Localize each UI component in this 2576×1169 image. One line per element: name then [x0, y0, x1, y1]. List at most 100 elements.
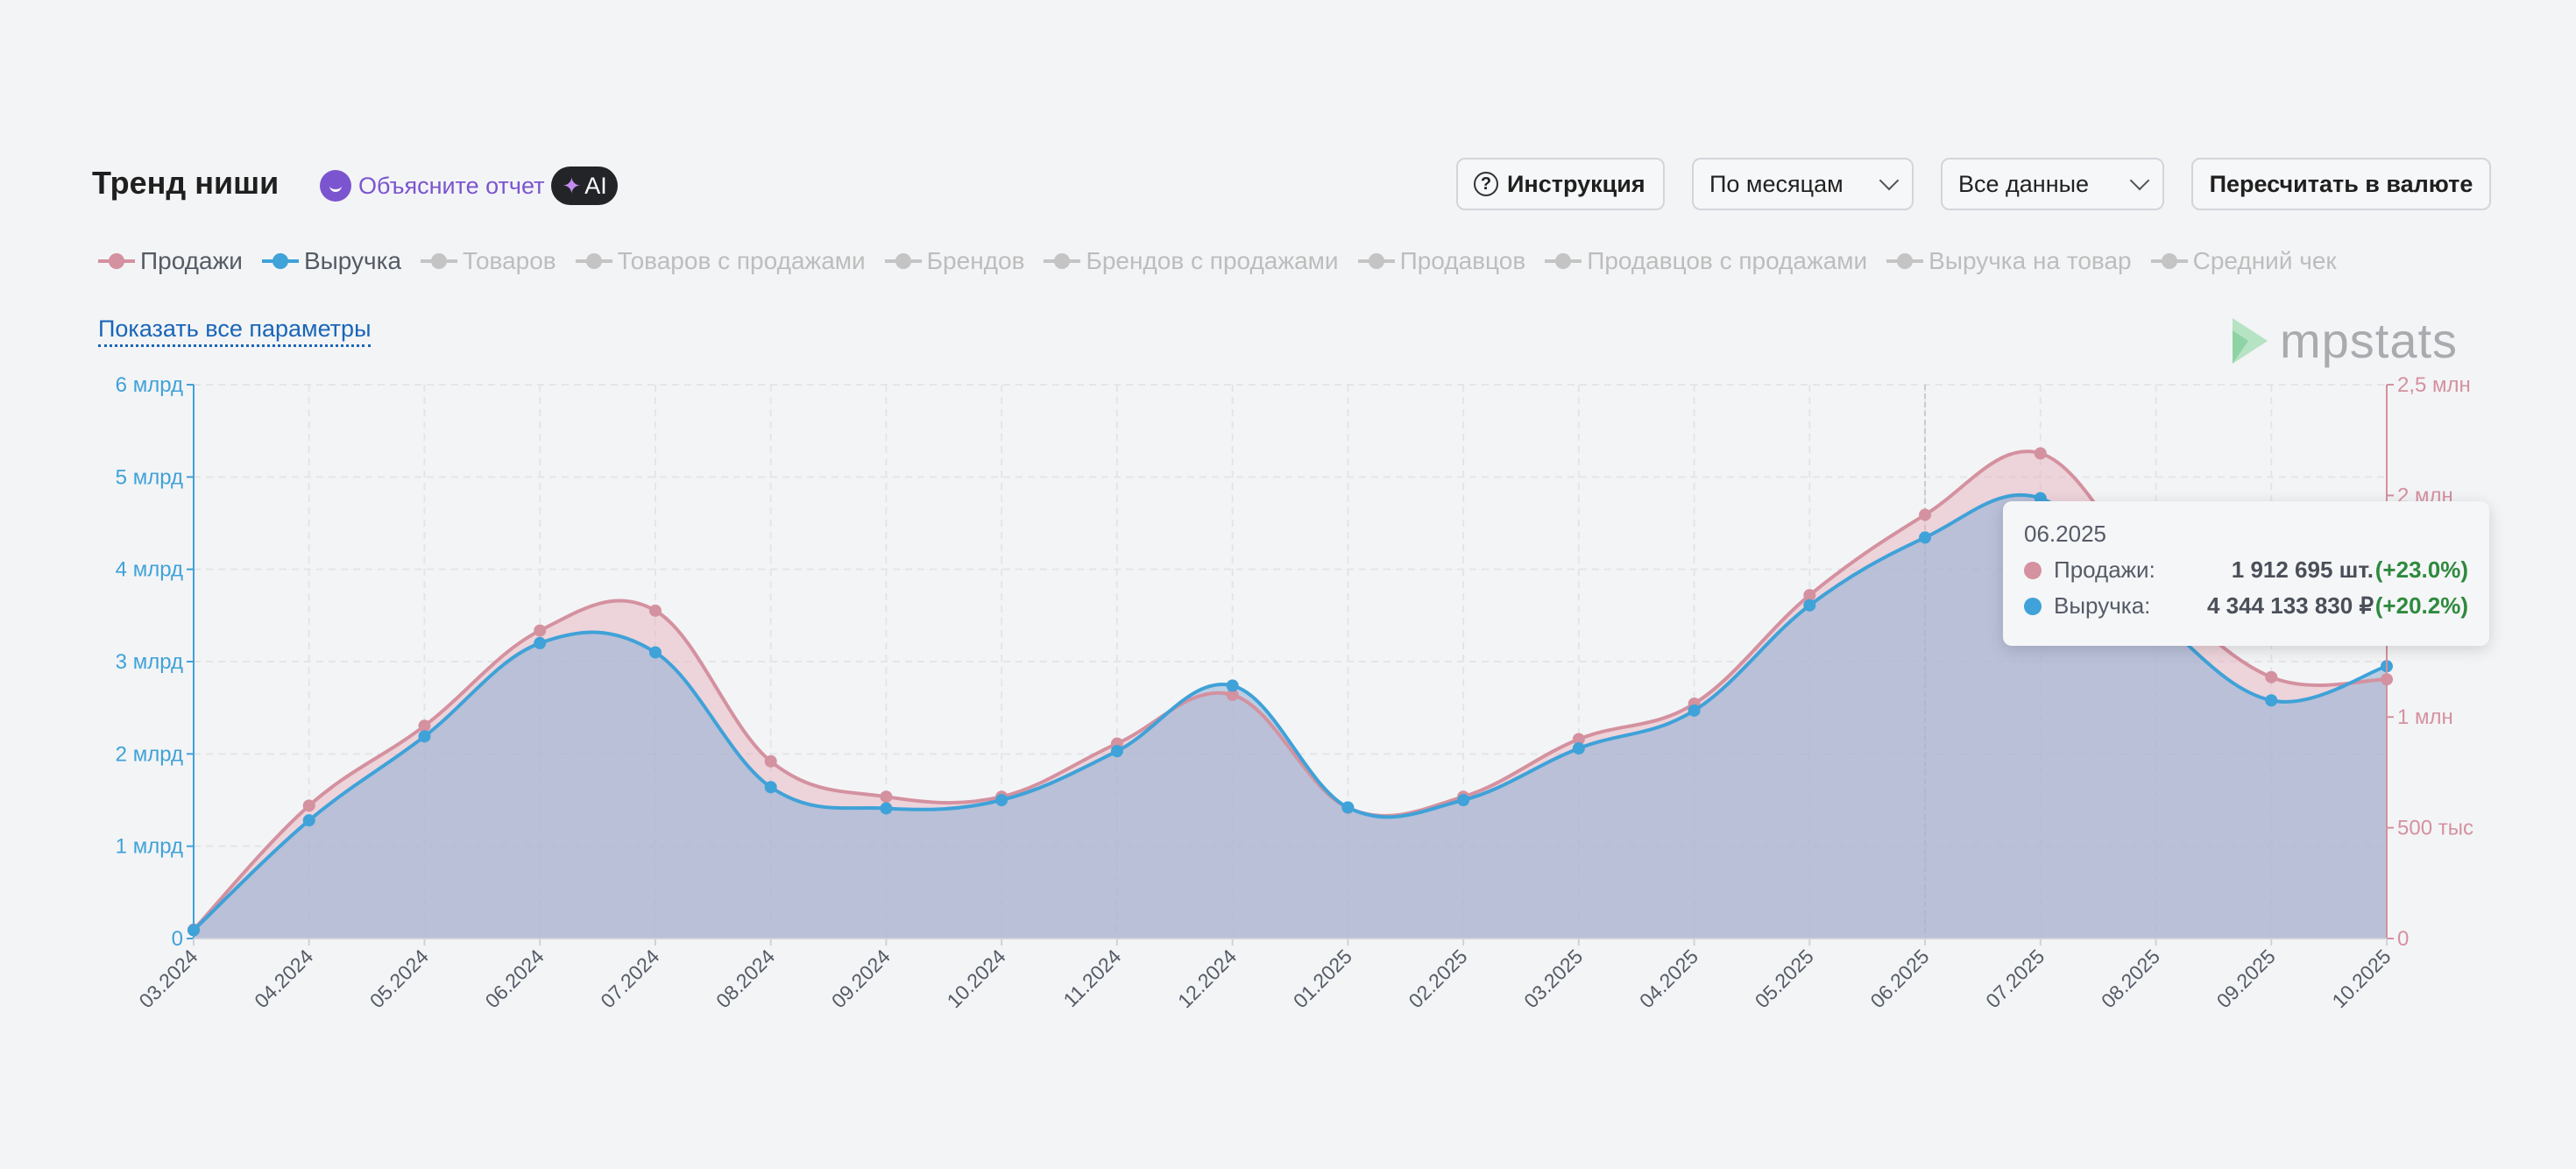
x-axis-tick-label: 05.2024: [365, 945, 433, 1012]
data-point: [1803, 589, 1816, 602]
tooltip-row-sales: Продажи: 1 912 695 шт. (+23.0%): [2024, 556, 2468, 584]
data-point: [1688, 704, 1701, 717]
data-point: [2034, 447, 2047, 460]
legend-item[interactable]: Брендов: [884, 247, 1024, 275]
left-axis-tick-label: 3 млрд: [116, 650, 183, 674]
data-point: [880, 802, 893, 815]
data-point: [1919, 508, 1932, 521]
x-axis-tick-label: 03.2025: [1519, 945, 1587, 1012]
x-axis-tick-label: 07.2024: [596, 945, 663, 1012]
data-point: [534, 636, 547, 649]
help-icon: ?: [1474, 172, 1498, 196]
left-axis-tick-label: 0: [172, 927, 183, 951]
data-point: [302, 814, 315, 827]
legend-marker-icon: [1545, 252, 1582, 270]
recalc-currency-label: Пересчитать в валюте: [2209, 170, 2473, 197]
x-axis-tick-label: 12.2024: [1173, 945, 1241, 1012]
data-point: [2265, 694, 2278, 707]
legend-label: Продавцов: [1399, 247, 1526, 274]
ai-assistant-icon: [320, 170, 351, 202]
data-range-select[interactable]: Все данные: [1941, 158, 2164, 210]
x-axis-tick-label: 07.2025: [1981, 945, 2049, 1012]
period-select[interactable]: По месяцам: [1692, 158, 1914, 210]
legend-marker-icon: [1044, 252, 1081, 270]
data-point: [880, 790, 893, 804]
tooltip-date: 06.2025: [2024, 521, 2106, 547]
sparkle-icon: ✦: [562, 172, 582, 199]
data-point: [1110, 745, 1123, 758]
recalc-currency-button[interactable]: Пересчитать в валюте: [2191, 158, 2491, 210]
x-axis-tick-label: 10.2025: [2327, 945, 2395, 1012]
legend-marker-icon: [884, 252, 922, 270]
x-axis-tick-label: 05.2025: [1751, 945, 1818, 1012]
legend-item[interactable]: Брендов с продажами: [1044, 247, 1339, 275]
tooltip-change: (+20.2%): [2374, 592, 2468, 619]
period-select-value: По месяцам: [1709, 170, 1844, 197]
ai-explain-label: Объясните отчет: [358, 172, 545, 199]
x-axis-tick-label: 09.2025: [2212, 945, 2280, 1012]
legend-marker-icon: [2150, 252, 2188, 270]
legend-item[interactable]: Выручка на товар: [1886, 247, 2132, 275]
data-point: [648, 646, 662, 659]
instruction-label: Инструкция: [1507, 170, 1645, 197]
legend-label: Выручка на товар: [1928, 247, 2132, 274]
data-point: [1919, 531, 1932, 544]
right-axis-tick-label: 1 млн: [2397, 705, 2453, 729]
data-point: [2265, 670, 2278, 684]
tooltip-value: 1 912 695 шт.: [2231, 556, 2374, 583]
left-axis-tick-label: 4 млрд: [116, 558, 183, 582]
data-point: [1572, 733, 1585, 746]
tooltip-change: (+23.0%): [2374, 556, 2468, 583]
instruction-button[interactable]: ? Инструкция: [1456, 158, 1665, 210]
x-axis-tick-label: 06.2024: [481, 945, 548, 1012]
legend-marker-icon: [575, 252, 612, 270]
x-axis-tick-label: 08.2024: [711, 945, 779, 1012]
data-point: [418, 730, 431, 743]
series-area-revenue: [194, 494, 2387, 939]
series-line-sales: [192, 450, 2388, 932]
mpstats-logo: mpstats: [2233, 312, 2458, 369]
data-point: [764, 755, 777, 768]
x-axis-tick-label: 04.2024: [250, 945, 317, 1012]
legend-item[interactable]: Товаров: [421, 247, 556, 275]
left-axis-tick-label: 1 млрд: [116, 835, 183, 859]
legend-label: Выручка: [303, 247, 402, 274]
revenue-dot-icon: [2024, 597, 2042, 615]
left-axis-tick-label: 5 млрд: [116, 465, 183, 489]
tooltip-label: Продажи:: [2054, 556, 2155, 583]
data-range-select-value: Все данные: [1958, 170, 2090, 197]
data-point: [1457, 794, 1470, 806]
legend-item[interactable]: Товаров с продажами: [575, 247, 866, 275]
data-point: [995, 794, 1008, 806]
data-point: [1803, 599, 1816, 612]
show-all-params-link[interactable]: Показать все параметры: [98, 315, 372, 347]
legend-item[interactable]: Средний чек: [2150, 247, 2337, 275]
x-axis-tick-label: 08.2025: [2097, 945, 2164, 1012]
ai-explain-button[interactable]: Объясните отчет ✦ AI: [320, 166, 618, 205]
x-axis-tick-label: 02.2025: [1404, 945, 1471, 1012]
legend-marker-icon: [98, 252, 135, 270]
ai-badge: ✦ AI: [551, 166, 618, 205]
data-point: [534, 624, 547, 637]
logo-text: mpstats: [2280, 313, 2459, 368]
x-axis-tick-label: 01.2025: [1289, 945, 1356, 1012]
chart-tooltip: 06.2025 Продажи: 1 912 695 шт. (+23.0%) …: [2003, 501, 2489, 646]
tooltip-label: Выручка:: [2054, 592, 2151, 619]
legend-label: Брендов с продажами: [1086, 247, 1339, 274]
legend-label: Средний чек: [2192, 247, 2337, 274]
x-axis-tick-label: 04.2025: [1635, 945, 1702, 1012]
tooltip-row-revenue: Выручка: 4 344 133 830 ₽ (+20.2%): [2024, 592, 2468, 620]
chart-legend: Продажи Выручка Товаров Товаров с продажами…: [98, 247, 2337, 275]
legend-item[interactable]: Продажи: [98, 247, 243, 275]
tooltip-value: 4 344 133 830 ₽: [2206, 592, 2374, 619]
data-point: [1572, 742, 1585, 755]
right-axis-tick-label: 500 тыс: [2397, 817, 2473, 840]
legend-item[interactable]: Выручка: [261, 247, 402, 275]
legend-item[interactable]: Продавцов: [1357, 247, 1526, 275]
x-axis-tick-label: 03.2024: [134, 945, 202, 1012]
page-title: Тренд ниши: [92, 165, 280, 201]
data-point: [1226, 688, 1239, 701]
legend-item[interactable]: Продавцов с продажами: [1545, 247, 1867, 275]
sales-dot-icon: [2024, 561, 2042, 579]
